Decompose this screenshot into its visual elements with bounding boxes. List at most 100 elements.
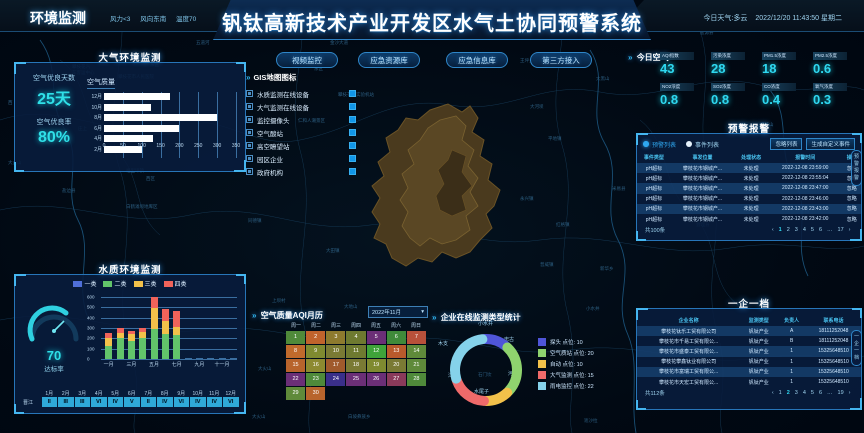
sidetab-enterprise[interactable]: 一 企 一 档 bbox=[851, 330, 862, 366]
calendar-day[interactable]: 26 bbox=[366, 373, 386, 386]
page-number[interactable]: … bbox=[827, 227, 833, 234]
nav-video-monitor[interactable]: 视频监控 bbox=[276, 52, 338, 68]
gis-layer-checkbox[interactable] bbox=[349, 103, 356, 110]
page-number[interactable]: 2 bbox=[786, 390, 790, 397]
row-action-ignore[interactable]: 忽略 bbox=[842, 183, 861, 194]
tab-warn-list-label[interactable]: 预警列表 bbox=[652, 142, 677, 149]
calendar-day[interactable]: 14 bbox=[406, 345, 426, 358]
gis-layer-item-3[interactable]: 空气酸站 bbox=[246, 126, 356, 139]
page-number[interactable]: 6 bbox=[818, 227, 823, 234]
calendar-day[interactable]: 27 bbox=[386, 373, 406, 386]
calendar-day[interactable]: 30 bbox=[306, 387, 326, 400]
gis-layer-checkbox[interactable] bbox=[349, 168, 356, 175]
calendar-day[interactable]: 11 bbox=[346, 345, 366, 358]
table-row[interactable]: pH超标 攀枝花市钢城产... 未处理 2022-12-08 23:46:00 忽略 bbox=[637, 194, 861, 204]
enterprise-page-numbers[interactable]: ‹ 1 2 3 4 5 6 … 19 › bbox=[769, 390, 853, 396]
calendar-month-select[interactable]: 2022年11月 ▾ bbox=[368, 306, 428, 318]
calendar-day[interactable]: 9 bbox=[306, 345, 326, 358]
calendar-day[interactable]: 25 bbox=[346, 373, 366, 386]
gis-layer-checkbox[interactable] bbox=[349, 116, 356, 123]
gis-layer-item-0[interactable]: 水质监测在线设备 bbox=[246, 87, 356, 100]
calendar-day[interactable]: 13 bbox=[386, 345, 406, 358]
donut-slice[interactable] bbox=[451, 375, 489, 406]
table-row[interactable]: pH超标 攀枝花市钢城产... 未处理 2022-12-08 23:47:00 忽略 bbox=[637, 183, 861, 194]
create-custom-event-button[interactable]: 生成自定义事件 bbox=[806, 138, 855, 150]
donut-slice[interactable] bbox=[450, 334, 488, 384]
page-number[interactable]: … bbox=[827, 390, 833, 397]
tab-event-list-label[interactable]: 事件列表 bbox=[695, 142, 720, 149]
nav-third-party[interactable]: 第三方接入 bbox=[530, 52, 592, 68]
page-number[interactable]: 19 bbox=[837, 390, 844, 397]
page-number[interactable]: 2 bbox=[786, 227, 790, 234]
calendar-day[interactable]: 12 bbox=[366, 345, 386, 358]
donut-slice[interactable] bbox=[502, 342, 522, 397]
calendar-day[interactable]: 24 bbox=[326, 373, 346, 386]
calendar-day[interactable]: 20 bbox=[386, 359, 406, 372]
donut-slice[interactable] bbox=[479, 334, 511, 352]
calendar-day[interactable]: 5 bbox=[366, 331, 386, 344]
calendar-day[interactable]: 6 bbox=[386, 331, 406, 344]
table-row[interactable]: pH超标 攀枝花市钢城产... 未处理 2022-12-08 23:43:00 忽略 bbox=[637, 203, 861, 214]
calendar-day[interactable]: 4 bbox=[346, 331, 366, 344]
page-next[interactable]: › bbox=[848, 227, 851, 234]
calendar-day[interactable]: 29 bbox=[286, 387, 306, 400]
page-number[interactable]: 17 bbox=[837, 227, 844, 234]
page-number[interactable]: 1 bbox=[778, 227, 782, 234]
warn-page-numbers[interactable]: ‹ 1 2 3 4 5 6 … 17 › bbox=[769, 227, 853, 233]
gis-layer-checkbox[interactable] bbox=[349, 90, 356, 97]
radio-warn-list[interactable] bbox=[643, 141, 649, 147]
calendar-day[interactable]: 15 bbox=[286, 359, 306, 372]
calendar-day[interactable]: 8 bbox=[286, 345, 306, 358]
calendar-day[interactable]: 16 bbox=[306, 359, 326, 372]
calendar-day[interactable]: 22 bbox=[286, 373, 306, 386]
page-number[interactable]: 3 bbox=[794, 390, 798, 397]
gis-layer-item-4[interactable]: 高空瞭望站 bbox=[246, 139, 356, 152]
calendar-day[interactable]: 28 bbox=[406, 373, 426, 386]
gis-layer-item-5[interactable]: 园区企业 bbox=[246, 152, 356, 165]
calendar-day[interactable]: 19 bbox=[366, 359, 386, 372]
gis-layer-item-2[interactable]: 监控摄像头 bbox=[246, 113, 356, 126]
gis-layer-checkbox[interactable] bbox=[349, 155, 356, 162]
table-row[interactable]: 攀枝花市天宏工贸有限公... 钒钛产业 1 15325648510 bbox=[637, 377, 861, 387]
gis-layer-item-6[interactable]: 政府机构 bbox=[246, 165, 356, 178]
calendar-day[interactable]: 21 bbox=[406, 359, 426, 372]
table-row[interactable]: 攀枝花攀鑫钛业有限公司 钒钛产业 1 15325648510 bbox=[637, 357, 861, 367]
ignore-list-button[interactable]: 忽略列表 bbox=[770, 138, 803, 150]
page-number[interactable]: 1 bbox=[778, 390, 782, 397]
gis-layer-checkbox[interactable] bbox=[349, 142, 356, 149]
gis-layer-item-1[interactable]: 大气监测在线设备 bbox=[246, 100, 356, 113]
calendar-day[interactable]: 23 bbox=[306, 373, 326, 386]
donut-slice[interactable] bbox=[480, 387, 513, 407]
row-action-ignore[interactable]: 忽略 bbox=[846, 196, 857, 203]
page-prev[interactable]: ‹ bbox=[771, 390, 774, 397]
calendar-day[interactable]: 10 bbox=[326, 345, 346, 358]
nav-emergency-resources[interactable]: 应急资源库 bbox=[358, 52, 420, 68]
calendar-day[interactable]: 7 bbox=[406, 331, 426, 344]
page-number[interactable]: 4 bbox=[802, 390, 806, 397]
row-action-ignore[interactable]: 忽略 bbox=[846, 216, 857, 223]
calendar-day[interactable]: 18 bbox=[346, 359, 366, 372]
calendar-day[interactable]: 2 bbox=[306, 331, 326, 344]
page-number[interactable]: 5 bbox=[810, 227, 814, 234]
page-number[interactable]: 5 bbox=[810, 390, 814, 397]
nav-emergency-info[interactable]: 应急信息库 bbox=[446, 52, 508, 68]
table-row[interactable]: 攀枝花市富瑞工贸有限公... 钒钛产业 1 15325648510 bbox=[637, 366, 861, 377]
table-row[interactable]: 攀枝花市盛泰工贸有限公... 钒钛产业 1 15325648510 bbox=[637, 346, 861, 357]
calendar-day[interactable]: 17 bbox=[326, 359, 346, 372]
radio-event-list[interactable] bbox=[686, 141, 693, 147]
calendar-day[interactable]: 3 bbox=[326, 331, 346, 344]
calendar-day[interactable]: 1 bbox=[286, 331, 306, 344]
row-action-ignore[interactable]: 忽略 bbox=[842, 203, 861, 214]
page-number[interactable]: 4 bbox=[802, 227, 806, 234]
page-number[interactable]: 3 bbox=[794, 227, 798, 234]
table-row[interactable]: 攀枝花钛乐工贸有限公司 钒钛产业 A 18111252048 bbox=[637, 326, 861, 337]
page-prev[interactable]: ‹ bbox=[771, 227, 774, 234]
page-number[interactable]: 6 bbox=[818, 390, 823, 397]
table-row[interactable]: 攀枝花市千易工贸有限公... 钒钛产业 B 18111252048 bbox=[637, 336, 861, 346]
sidetab-warning[interactable]: 预 警 报 警 bbox=[851, 150, 862, 186]
gis-layer-checkbox[interactable] bbox=[349, 129, 356, 136]
table-row[interactable]: pH超标 攀枝花市钢城产... 未处理 2022-12-08 23:42:00 忽略 bbox=[637, 214, 861, 224]
page-next[interactable]: › bbox=[848, 390, 851, 397]
